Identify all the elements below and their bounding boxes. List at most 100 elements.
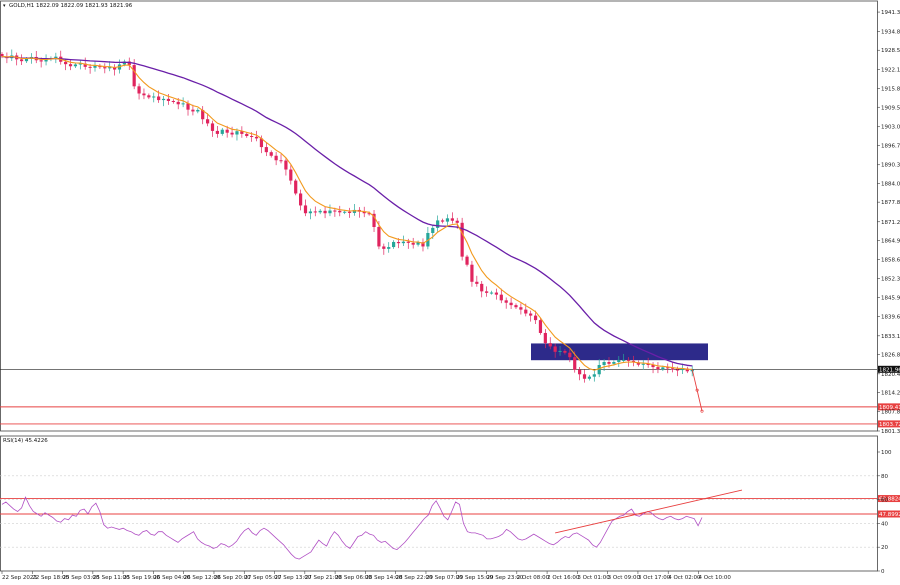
candle-body — [230, 132, 234, 135]
candle-body — [680, 368, 685, 371]
candle-body — [299, 193, 303, 206]
time-tick-label: 3 Oct 09:00 — [608, 575, 641, 581]
candle-body — [470, 264, 474, 282]
candle-body — [367, 213, 371, 215]
candle-body — [626, 359, 631, 361]
time-tick-label: 25 Sep 19:00 — [123, 575, 160, 581]
price-tick-label: 1858.65 — [881, 257, 900, 263]
time-tick-label: 3 Oct 01:00 — [577, 575, 610, 581]
candle-body — [68, 64, 73, 67]
projection-point — [700, 409, 704, 413]
time-tick-label: 25 Sep 11:00 — [93, 575, 130, 581]
menu-triangle-icon[interactable]: ▾ — [3, 3, 6, 9]
candle-body — [416, 242, 420, 245]
candle-body — [661, 367, 665, 370]
candle-body — [465, 256, 469, 265]
rsi-line — [1, 496, 703, 560]
candle-body — [279, 160, 283, 162]
candle-body — [122, 61, 126, 65]
candle-body — [274, 155, 278, 161]
candle-body — [303, 205, 308, 214]
price-tick-label: 1896.75 — [881, 143, 900, 149]
candle-body — [88, 66, 92, 68]
candle-body — [254, 136, 259, 139]
candle-body — [176, 101, 180, 105]
price-tick-label: 1833.15 — [881, 334, 900, 340]
price-tick-label: 1845.90 — [881, 296, 900, 302]
candle-body — [485, 291, 489, 293]
candle-body — [406, 241, 410, 243]
price-tick-label: 1909.50 — [881, 105, 900, 111]
price-panel-frame — [0, 0, 878, 432]
candle-body — [538, 320, 543, 333]
time-tick-label: 2 Oct 16:00 — [547, 575, 580, 581]
candle-body — [382, 246, 386, 249]
candle-body — [646, 363, 650, 365]
candle-body — [519, 307, 523, 310]
candle-body — [392, 241, 396, 248]
candle-body — [333, 210, 337, 212]
candle-body — [475, 281, 479, 284]
candle-body — [636, 362, 640, 365]
time-tick-label: 27 Sep 05:00 — [244, 575, 281, 581]
candle-body — [108, 67, 112, 69]
candle-body — [480, 283, 484, 292]
candle-body — [651, 364, 655, 368]
candle-body — [347, 211, 352, 213]
candle-body — [387, 247, 391, 249]
candle-body — [289, 169, 293, 181]
time-tick-label: 25 Sep 03:00 — [63, 575, 100, 581]
candle-body — [127, 61, 131, 66]
time-tick-label: 27 Sep 21:00 — [305, 575, 342, 581]
candle-body — [671, 368, 675, 370]
candle-body — [343, 211, 347, 213]
rsi-panel-frame — [0, 435, 878, 572]
candle-body — [152, 96, 156, 98]
candle-body — [573, 357, 577, 370]
rsi-level-tag — [878, 510, 900, 518]
candle-body — [602, 362, 606, 365]
projected-path — [691, 369, 703, 412]
candle-body — [0, 53, 4, 57]
projection-point — [695, 388, 699, 392]
rsi-trendline — [555, 489, 743, 534]
candle-body — [225, 129, 229, 133]
candle-body — [171, 100, 175, 102]
candle-body — [215, 130, 219, 134]
candle-body — [607, 362, 611, 364]
candle-body — [494, 292, 499, 295]
price-tick-label: 1807.80 — [881, 410, 900, 416]
price-tick-label: 1864.95 — [881, 239, 900, 245]
support-level-tag — [878, 403, 900, 411]
rsi-header: RSI(14) 45.4226 — [3, 438, 48, 444]
candle-body — [592, 374, 596, 377]
candle-body — [411, 242, 415, 245]
candle-body — [78, 63, 82, 65]
candle-body — [455, 220, 459, 223]
candle-body — [553, 346, 557, 352]
candle-body — [313, 211, 317, 213]
candle-body — [19, 59, 24, 62]
rsi-tick-label: 80 — [881, 474, 888, 480]
price-tick-label: 1801.35 — [881, 429, 900, 435]
candle-body — [372, 213, 376, 228]
candle-body — [103, 67, 107, 69]
candle-body — [73, 64, 78, 67]
candle-body — [666, 367, 670, 369]
candle-body — [250, 136, 254, 138]
candle-body — [362, 211, 366, 214]
rsi-level-label: 60.8824 — [879, 497, 900, 503]
candle-body — [440, 220, 445, 222]
candle-body — [235, 131, 239, 135]
candle-body — [675, 369, 680, 371]
candle-body — [83, 63, 87, 67]
candle-body — [548, 343, 552, 347]
candle-body — [450, 218, 454, 221]
price-tick-label: 1852.30 — [881, 276, 900, 282]
current-price-label: 1821.96 — [879, 367, 900, 373]
candle-body — [39, 60, 43, 62]
price-tick-label: 1890.30 — [881, 163, 900, 169]
price-tick-label: 1826.85 — [881, 353, 900, 359]
support-level-label: 1809.41 — [879, 405, 900, 411]
candle-body — [612, 362, 616, 364]
